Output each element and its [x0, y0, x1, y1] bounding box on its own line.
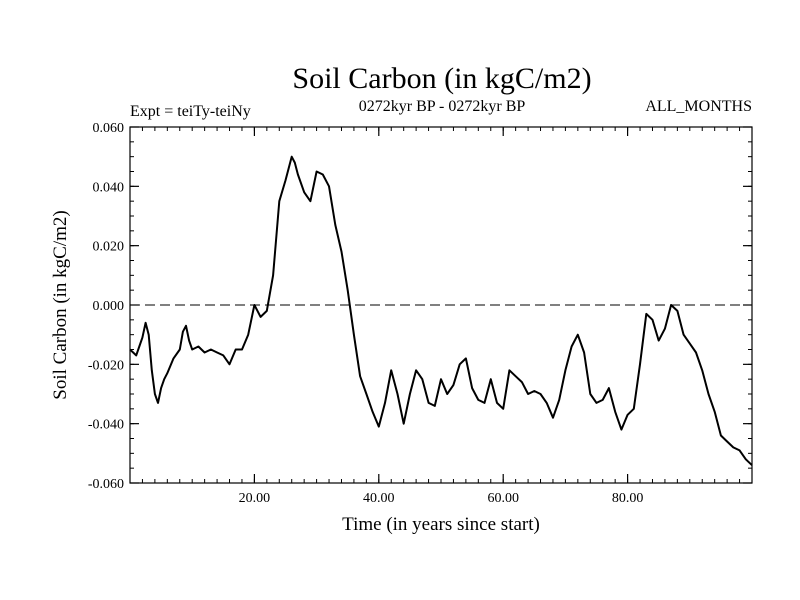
y-tick-label: -0.060 [88, 477, 124, 492]
y-axis-label: Soil Carbon (in kgC/m2) [50, 210, 71, 399]
months-label: ALL_MONTHS [645, 98, 752, 115]
expt-label: Expt = teiTy-teiNy [130, 103, 251, 120]
x-tick-label: 20.00 [239, 491, 271, 506]
y-tick-label: 0.000 [93, 299, 125, 314]
y-axis-ticks: 0.060 0.040 0.020 0.000 -0.020 -0.040 -0.060 [88, 121, 752, 492]
x-axis-ticks: 20.00 40.00 60.00 80.00 [239, 127, 644, 506]
y-tick-label: -0.040 [88, 418, 124, 433]
chart-subtitle: 0272kyr BP - 0272kyr BP [359, 98, 526, 115]
chart-title: Soil Carbon (in kgC/m2) [292, 62, 591, 95]
y-tick-label: 0.020 [93, 240, 125, 255]
x-tick-label: 40.00 [363, 491, 395, 506]
y-tick-label: -0.020 [88, 358, 124, 373]
series-line-soil-carbon [129, 155, 753, 466]
y-tick-label: 0.060 [93, 121, 125, 136]
x-tick-label: 60.00 [487, 491, 519, 506]
x-tick-label: 80.00 [612, 491, 644, 506]
y-tick-label: 0.040 [93, 180, 125, 195]
x-axis-label: Time (in years since start) [342, 514, 540, 535]
